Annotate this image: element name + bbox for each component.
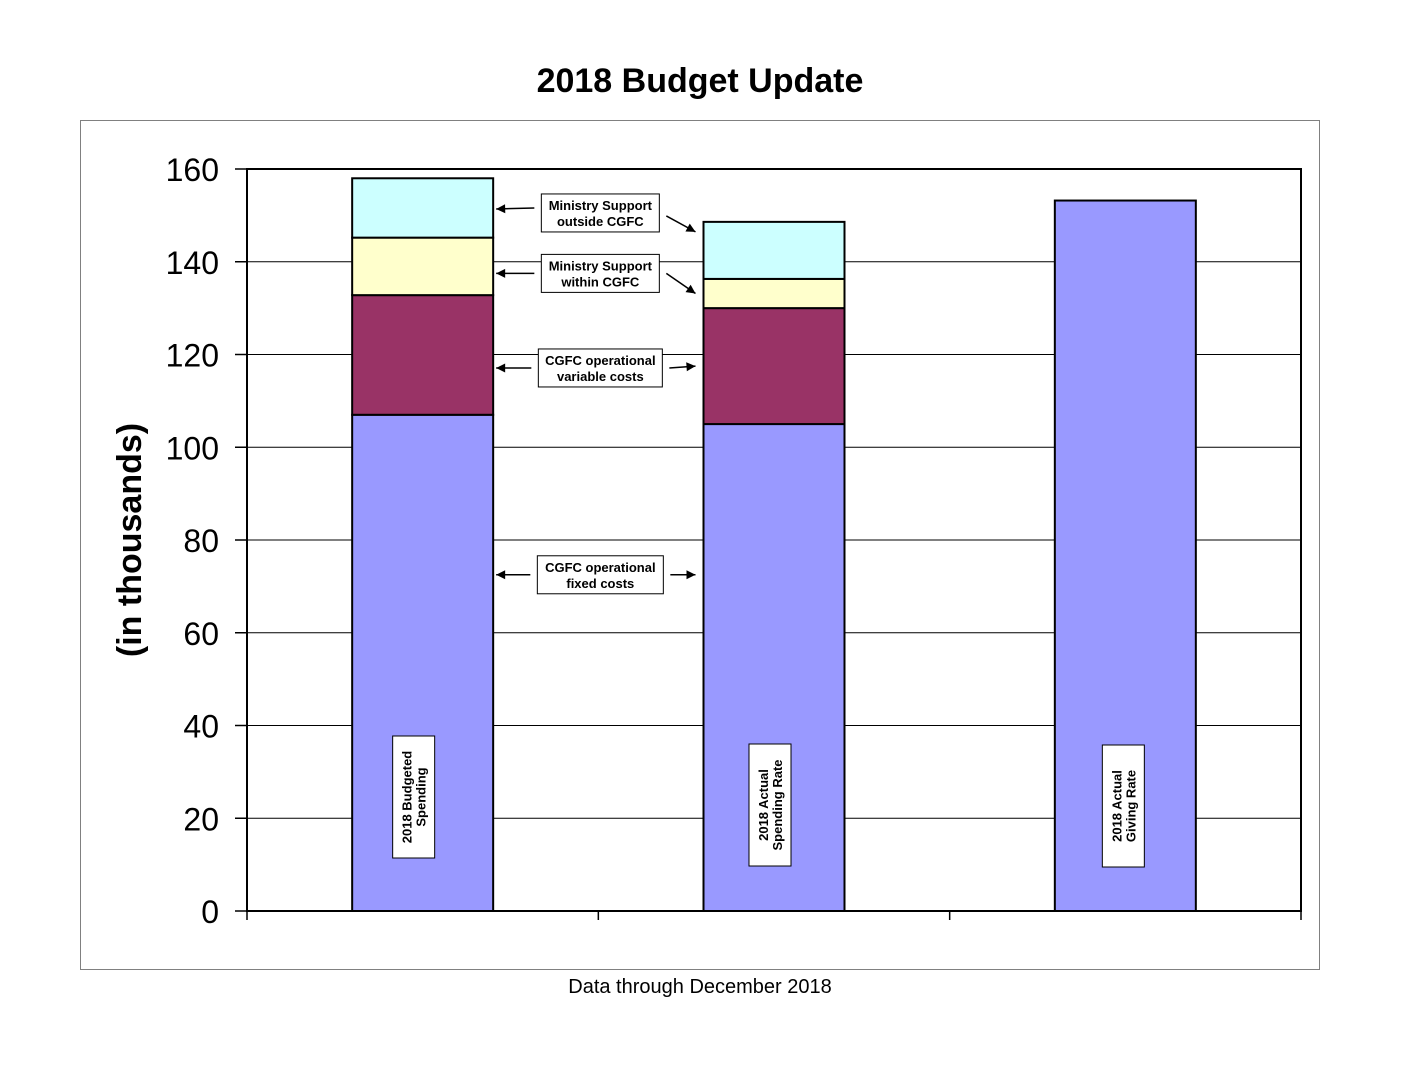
annotation-arrow-left-head [496, 204, 506, 214]
bar-label-line: 2018 Actual [1109, 770, 1124, 842]
chart-title: 2018 Budget Update [536, 62, 864, 100]
bar-label-line: 2018 Budgeted [400, 751, 415, 844]
bar-label-line: Spending [414, 767, 429, 826]
y-tick-label: 40 [183, 709, 219, 745]
bar-label-box [1101, 744, 1145, 868]
annotation-arrow-right-head [686, 362, 696, 372]
annotation-label: CGFC operational [545, 353, 656, 368]
bar-label-line: 2018 Actual [756, 769, 771, 841]
y-tick-label: 0 [201, 894, 219, 930]
annotation-box [537, 348, 663, 388]
bar-segment [702, 307, 846, 426]
annotation-label: Ministry Support [549, 258, 653, 273]
annotation-arrow-left-head [496, 570, 506, 580]
annotation-label: within CGFC [560, 274, 640, 289]
annotation-arrow-right-head [685, 223, 696, 232]
annotation-arrow-right-head [686, 570, 696, 580]
annotation-arrow-left-head [496, 363, 506, 373]
annotation-label: CGFC operational [545, 560, 656, 575]
y-tick-label: 60 [183, 616, 219, 652]
y-axis-label: (in thousands) [111, 423, 149, 657]
y-tick-label: 140 [166, 245, 219, 281]
annotation-label: Ministry Support [549, 198, 653, 213]
plot-border [246, 168, 1302, 912]
annotation-label: fixed costs [566, 576, 634, 591]
bar-label: 2018 Actual Giving Rate [1109, 770, 1138, 842]
bar-label-line: Giving Rate [1123, 770, 1138, 842]
annotation-box [540, 253, 660, 293]
bar-label-box [392, 735, 436, 859]
bar-segment [351, 236, 495, 297]
y-tick-label: 160 [166, 152, 219, 188]
y-tick-label: 80 [183, 523, 219, 559]
y-tick-label: 120 [166, 338, 219, 374]
bar-segment [702, 220, 846, 280]
annotation-label: outside CGFC [557, 214, 644, 229]
annotation-arrow-right-head [685, 284, 696, 294]
annotation-arrow-left-head [496, 268, 506, 278]
annotation-box [536, 555, 664, 595]
bar-segment [351, 177, 495, 239]
bar-label: 2018 Budgeted Spending [400, 751, 429, 844]
bar-label-line: Spending Rate [770, 759, 785, 850]
annotation-label: variable costs [557, 369, 644, 384]
bar-label-box [748, 743, 792, 867]
y-tick-label: 20 [183, 801, 219, 837]
bar-label: 2018 Actual Spending Rate [756, 759, 785, 850]
annotation-box [540, 193, 660, 233]
footnote: Data through December 2018 [568, 976, 832, 998]
y-tick-label: 100 [166, 430, 219, 466]
chart-frame [80, 120, 1320, 970]
bar-segment [351, 294, 495, 416]
bar-segment [702, 277, 846, 310]
